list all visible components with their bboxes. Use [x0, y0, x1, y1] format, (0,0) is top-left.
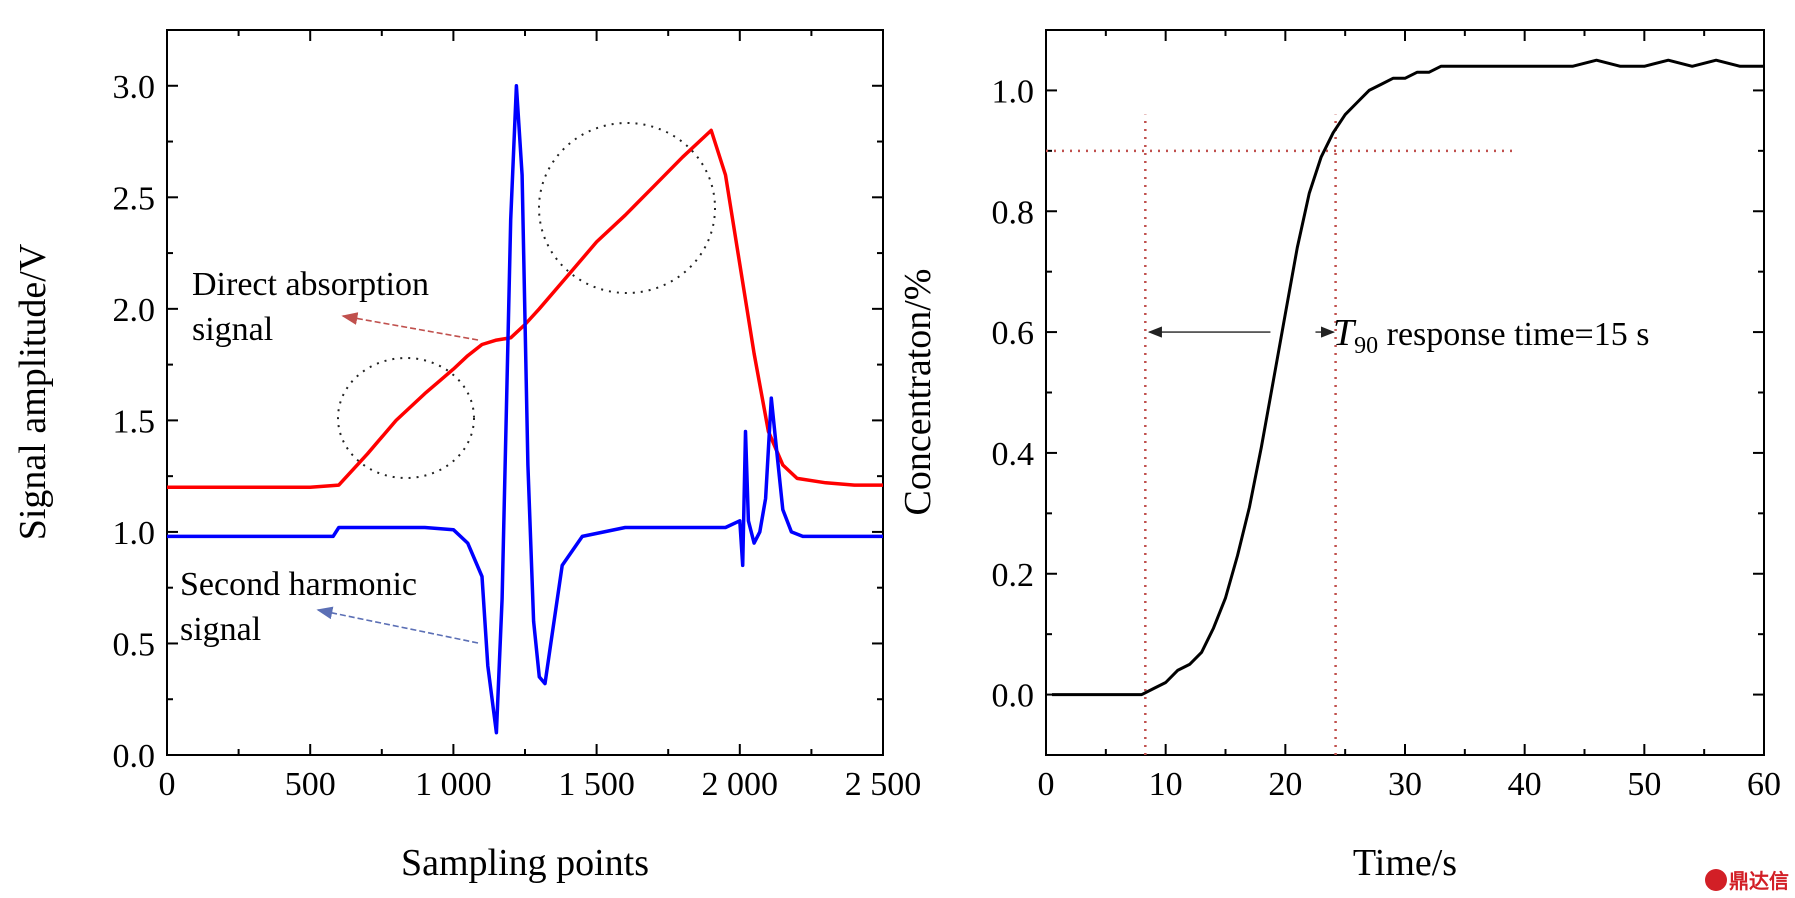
second-harmonic-arrow [316, 606, 479, 644]
watermark-logo-icon [1705, 868, 1727, 891]
t90-annotation: T90 response time=15 s [1147, 312, 1649, 359]
concentration-xtick-label-4: 40 [1508, 766, 1542, 803]
signal-xtick-label-5: 2 500 [845, 766, 922, 803]
t90-response-text: response time=15 s [1378, 316, 1649, 353]
direct-absorption-arrow [341, 312, 479, 341]
watermark-text: 鼎达信 [1729, 869, 1789, 893]
signal-ticks: 0 500 1 000 1 500 2 000 2 500 0.0 0.5 1.0 1.5 2.0 2… [113, 30, 922, 803]
concentration-ytick-label-1: 0.2 [992, 557, 1035, 594]
concentration-xtick-label-3: 30 [1388, 766, 1422, 803]
signal-ytick-label-0: 0.0 [113, 738, 156, 775]
concentration-ytick-label-3: 0.6 [992, 315, 1035, 352]
concentration-xtick-label-6: 60 [1747, 766, 1781, 803]
signal-ytick-label-5: 2.5 [113, 180, 156, 217]
highlight-ellipse-lower [337, 357, 475, 479]
concentration-ticks: 0 10 20 30 40 50 60 0.0 0.2 0.4 0.6 0.8 1.0 [992, 30, 1781, 803]
concentration-series-line-0 [1052, 58, 1764, 697]
t90-subscript: 90 [1354, 333, 1378, 359]
concentration-xtick-label-1: 10 [1149, 766, 1183, 803]
signal-ytick-label-1: 0.5 [113, 626, 156, 663]
concentration-xtick-label-0: 0 [1038, 766, 1055, 803]
signal-xtick-label-4: 2 000 [702, 766, 779, 803]
concentration-xlabel: Time/s [1353, 842, 1457, 884]
watermark: 鼎达信 [1705, 865, 1789, 894]
signal-xtick-label-3: 1 500 [558, 766, 635, 803]
concentration-ytick-label-4: 0.8 [992, 194, 1035, 231]
signal-xlabel: Sampling points [401, 842, 649, 884]
concentration-ylabel: Concentraton/% [897, 269, 939, 516]
concentration-chart: 0 10 20 30 40 50 60 0.0 0.2 0.4 0.6 0.8 1.0 T90 resp… [897, 29, 1781, 884]
second-harmonic-label-line1: Second harmonic [180, 566, 417, 603]
t90-response-time-label: T90 response time=15 s [1333, 312, 1649, 359]
t90-guides [1046, 114, 1513, 755]
signal-series-line-1 [167, 84, 883, 735]
signal-ytick-label-3: 1.5 [113, 403, 156, 440]
t90-symbol: T [1333, 312, 1357, 354]
second-harmonic-label-line2: signal [180, 611, 261, 648]
highlight-ellipse-upper [538, 122, 716, 294]
concentration-ytick-label-0: 0.0 [992, 678, 1035, 715]
concentration-ytick-label-2: 0.4 [992, 436, 1035, 473]
concentration-xtick-label-2: 20 [1268, 766, 1302, 803]
signal-xtick-label-2: 1 000 [415, 766, 492, 803]
direct-absorption-label-line1: Direct absorption [192, 266, 429, 303]
signal-ytick-label-6: 3.0 [113, 69, 156, 106]
signal-chart: 0 500 1 000 1 500 2 000 2 500 0.0 0.5 1.0 1.5 2.0 2… [12, 29, 922, 884]
signal-ytick-label-2: 1.0 [113, 515, 156, 552]
signal-series-line-0 [167, 128, 883, 490]
concentration-ytick-label-5: 1.0 [992, 73, 1035, 110]
signal-ylabel: Signal amplitude/V [12, 243, 54, 540]
signal-xtick-label-0: 0 [159, 766, 176, 803]
concentration-plot-frame [1045, 29, 1765, 756]
concentration-xtick-label-5: 50 [1627, 766, 1661, 803]
signal-xtick-label-1: 500 [285, 766, 336, 803]
concentration-series [1052, 58, 1764, 697]
signal-ytick-label-4: 2.0 [113, 292, 156, 329]
signal-series [167, 84, 883, 735]
direct-absorption-label-line2: signal [192, 311, 273, 348]
